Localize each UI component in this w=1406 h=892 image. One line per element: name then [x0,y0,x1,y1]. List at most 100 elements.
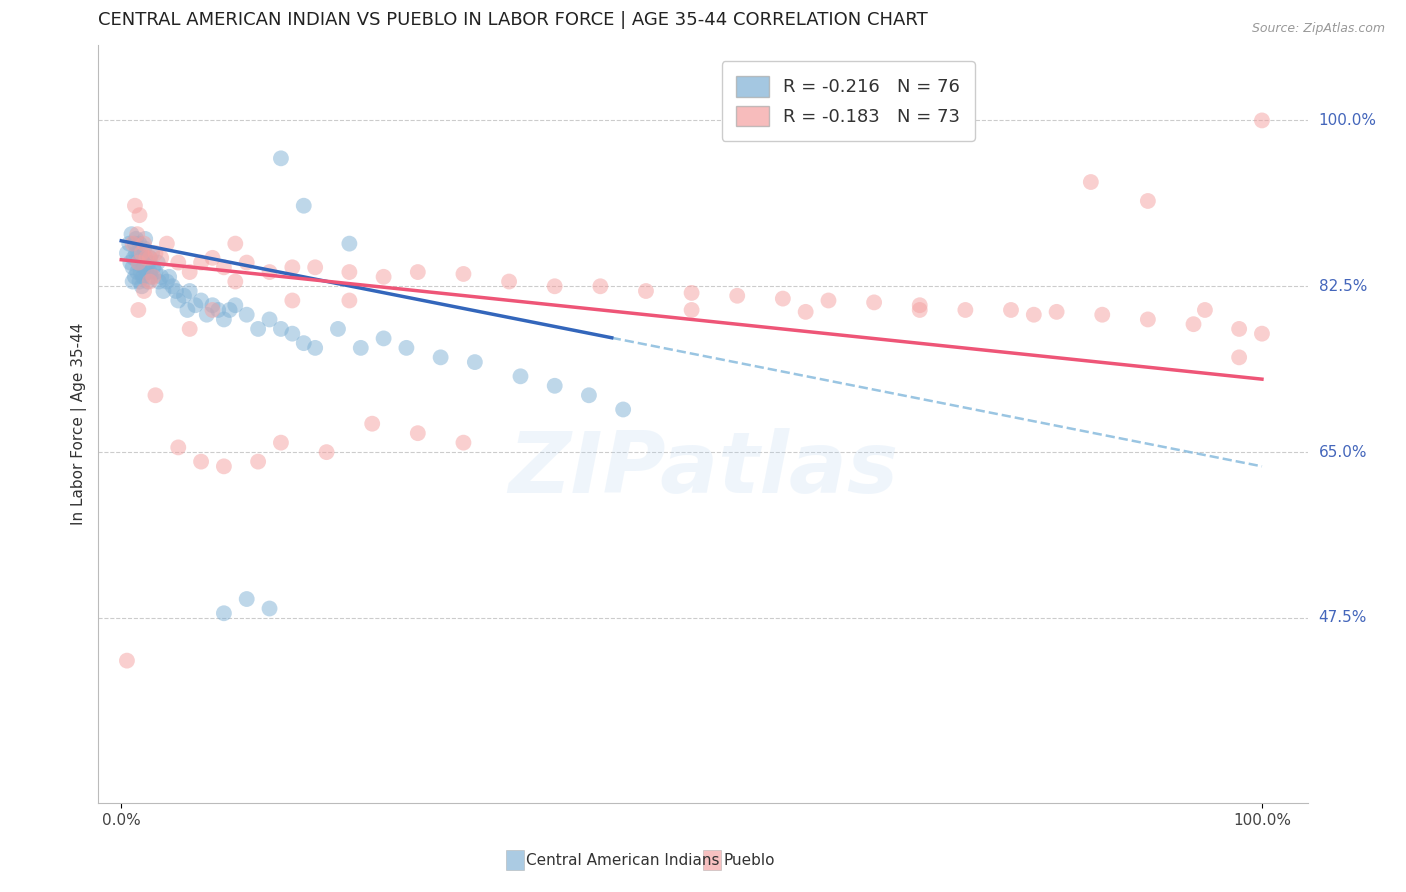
Point [304,341,326,355]
Point [544,379,567,393]
Point [127,255,149,269]
Point [167,293,190,308]
Point [121,227,143,242]
Point [115,654,138,668]
Point [132,269,155,284]
Point [179,322,201,336]
Point [142,269,165,284]
Point [127,255,149,269]
Point [162,279,184,293]
Text: CENTRAL AMERICAN INDIAN VS PUEBLO IN LABOR FORCE | AGE 35-44 CORRELATION CHART: CENTRAL AMERICAN INDIAN VS PUEBLO IN LAB… [98,12,928,29]
Point [132,284,155,298]
Point [201,303,224,318]
Text: Source: ZipAtlas.com: Source: ZipAtlas.com [1251,22,1385,36]
Point [132,260,155,275]
Point [1136,312,1159,326]
Point [190,255,212,269]
Point [122,251,145,265]
Point [118,236,141,251]
Point [134,251,156,265]
Point [132,241,155,255]
Point [681,303,703,318]
Point [589,279,612,293]
Point [337,293,360,308]
Point [128,236,150,251]
Point [259,312,281,326]
Point [350,341,373,355]
Point [128,208,150,222]
Point [361,417,384,431]
Point [127,265,149,279]
Point [794,305,817,319]
Point [131,279,153,293]
Point [1227,351,1250,365]
Point [212,260,235,275]
Y-axis label: In Labor Force | Age 35-44: In Labor Force | Age 35-44 [72,323,87,524]
Point [955,303,977,318]
Point [150,251,173,265]
Text: 100.0%: 100.0% [1319,113,1376,128]
Point [281,326,304,341]
Point [139,251,162,265]
Point [464,355,486,369]
Point [148,275,170,289]
Point [127,303,149,318]
Point [218,303,240,318]
Point [1251,326,1274,341]
Text: 47.5%: 47.5% [1319,610,1367,625]
Point [156,275,179,289]
Point [150,269,173,284]
Point [235,592,257,607]
Point [270,322,292,336]
Point [373,269,395,284]
Point [1251,113,1274,128]
Point [124,236,146,251]
Text: 65.0%: 65.0% [1319,444,1367,459]
Point [453,267,475,281]
Point [139,251,162,265]
Point [184,298,207,312]
Point [212,607,235,621]
Point [292,336,315,351]
Point [179,284,201,298]
Point [1227,322,1250,336]
Point [176,303,198,318]
Point [578,388,600,402]
Point [1000,303,1022,318]
Point [315,445,337,459]
Point [134,232,156,246]
Point [292,199,315,213]
Point [127,227,149,242]
Point [681,285,703,300]
Point [121,236,143,251]
Point [612,402,634,417]
Point [1194,303,1216,318]
Point [125,246,148,260]
Point [224,236,246,251]
Point [908,303,931,318]
Point [145,246,167,260]
Point [326,322,349,336]
Point [152,284,174,298]
Text: Central American Indians: Central American Indians [526,853,720,868]
Point [259,265,281,279]
Point [157,269,180,284]
Point [135,265,157,279]
Point [212,459,235,474]
Point [498,275,520,289]
Point [121,275,143,289]
Point [725,289,748,303]
Point [247,455,270,469]
Point [235,255,257,269]
Point [139,265,162,279]
Point [127,246,149,260]
Point [395,341,418,355]
Point [128,275,150,289]
Point [453,435,475,450]
Point [167,255,190,269]
Point [247,322,270,336]
Point [406,426,429,441]
Point [259,601,281,615]
Point [1080,175,1102,189]
Point [212,312,235,326]
